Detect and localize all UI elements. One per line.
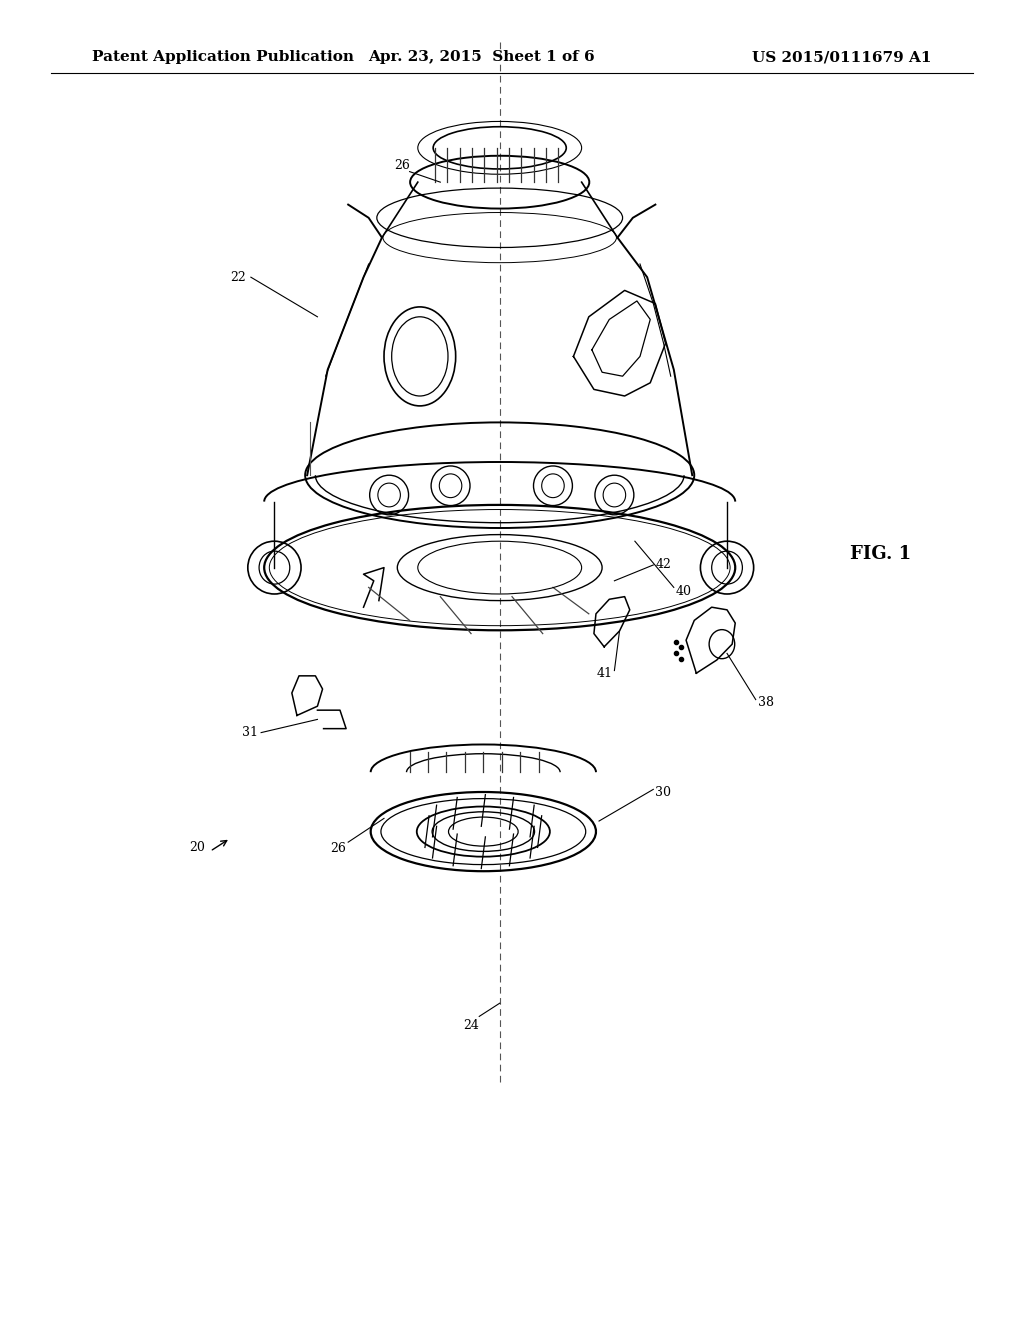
Text: 40: 40 <box>676 585 692 598</box>
Text: 22: 22 <box>230 271 246 284</box>
Text: 41: 41 <box>596 667 612 680</box>
Text: 26: 26 <box>394 158 411 172</box>
Text: 24: 24 <box>463 1019 479 1032</box>
Text: Patent Application Publication: Patent Application Publication <box>92 50 354 65</box>
Text: 20: 20 <box>188 841 205 854</box>
Text: 38: 38 <box>758 696 774 709</box>
Text: 30: 30 <box>655 785 672 799</box>
Text: 42: 42 <box>655 558 672 572</box>
Text: 26: 26 <box>330 842 346 855</box>
Text: US 2015/0111679 A1: US 2015/0111679 A1 <box>753 50 932 65</box>
Text: FIG. 1: FIG. 1 <box>850 545 911 564</box>
Text: Apr. 23, 2015  Sheet 1 of 6: Apr. 23, 2015 Sheet 1 of 6 <box>368 50 595 65</box>
Text: 31: 31 <box>242 726 258 739</box>
